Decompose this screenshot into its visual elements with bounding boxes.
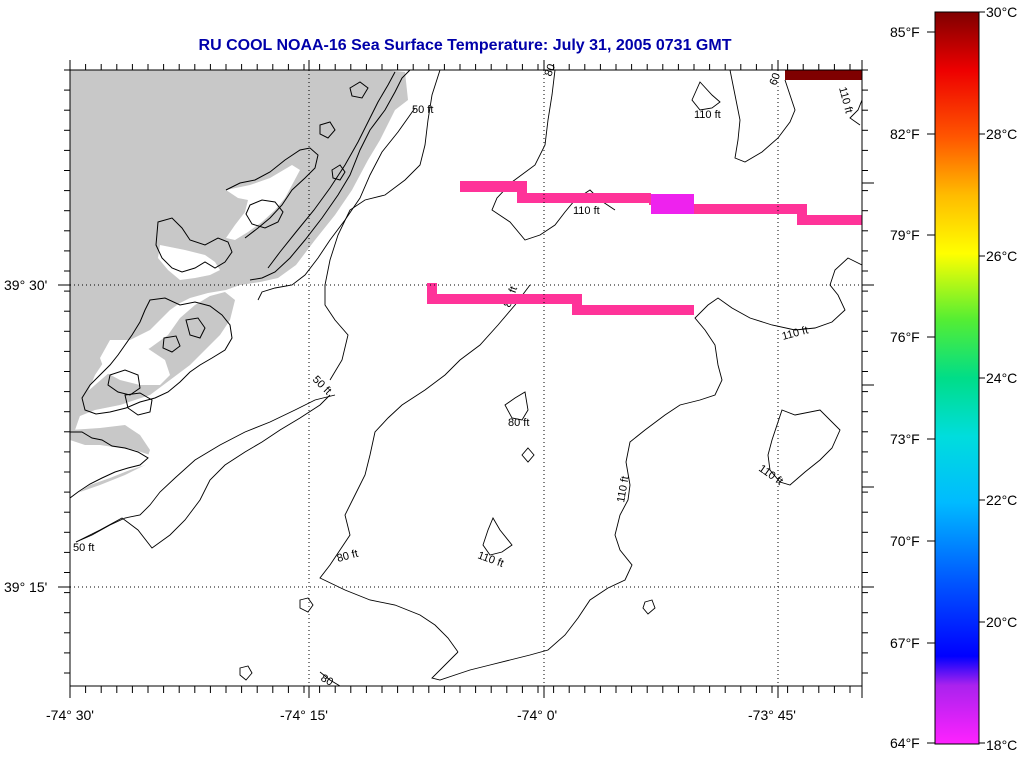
contour-label-110ft: 110 ft — [781, 324, 810, 343]
colorbar-c-label: 18°C — [986, 737, 1017, 753]
colorbar-f-label: 82°F — [890, 126, 920, 142]
lon-label: -74° 15' — [280, 707, 328, 723]
colorbar-c-label: 20°C — [986, 614, 1017, 630]
depth-contours — [75, 70, 862, 686]
sst-swaths — [427, 70, 862, 315]
contour-label-50ft: 50 ft — [412, 104, 433, 116]
contour-label-110ft: 110 ft — [694, 109, 721, 121]
colorbar-c-label: 24°C — [986, 370, 1017, 386]
contour-label-50ft: 50 ft — [310, 374, 334, 398]
contour-label-80ft: 80 ft — [336, 548, 360, 565]
map-title: RU COOL NOAA-16 Sea Surface Temperature:… — [198, 37, 732, 54]
colorbar-c-label: 28°C — [986, 126, 1017, 142]
colorbar-c-label: 22°C — [986, 492, 1017, 508]
graticule — [70, 70, 862, 686]
colorbar-f-label: 76°F — [890, 329, 920, 345]
coastline — [70, 70, 411, 499]
colorbar-f-label: 73°F — [890, 431, 920, 447]
colorbar-c-label: 30°C — [986, 4, 1017, 20]
colorbar-c-label: 26°C — [986, 248, 1017, 264]
sst-swath-lower — [427, 283, 694, 315]
lat-label: 39° 15' — [4, 579, 47, 595]
lat-label: 39° 30' — [4, 277, 47, 293]
contour-label-110ft: 110 ft — [836, 86, 855, 115]
land-mass — [70, 70, 408, 495]
colorbar-f-label: 85°F — [890, 24, 920, 40]
contour-label-60: 60 — [768, 71, 783, 87]
contour-label-80: 80 — [319, 672, 336, 689]
colorbar: 85°F 82°F 79°F 76°F 73°F 70°F 67°F 64°F … — [890, 4, 1017, 753]
colorbar-f-label: 79°F — [890, 227, 920, 243]
contour-label-110ft: 110 ft — [756, 463, 785, 488]
colorbar-f-label: 70°F — [890, 533, 920, 549]
colorbar-gradient — [934, 11, 980, 745]
contour-label-110ft: 110 ft — [615, 475, 631, 503]
contour-label-80ft: 80 ft — [508, 417, 529, 429]
minor-ticks — [64, 64, 868, 693]
colorbar-f-label: 67°F — [890, 635, 920, 651]
colorbar-f-label: 64°F — [890, 735, 920, 751]
contour-label-110ft: 110 ft — [573, 205, 600, 217]
sst-swath-upper-warm — [651, 194, 694, 214]
lon-label: -74° 30' — [46, 707, 94, 723]
sst-swath-corner — [785, 70, 862, 80]
lon-label: -74° 0' — [517, 707, 557, 723]
axis-labels: -74° 30' -74° 15' -74° 0' -73° 45' 39° 3… — [4, 277, 796, 723]
lon-label: -73° 45' — [748, 707, 796, 723]
map-frame — [58, 60, 874, 698]
contour-label-50ft: 50 ft — [73, 542, 94, 554]
